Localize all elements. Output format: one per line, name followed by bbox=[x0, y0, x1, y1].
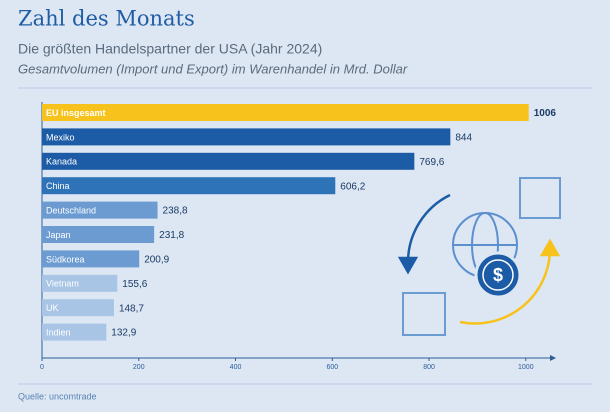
bar bbox=[42, 299, 114, 317]
bar bbox=[42, 152, 415, 170]
bar bbox=[42, 201, 158, 219]
category-label: Kanada bbox=[46, 157, 77, 167]
value-label: 844 bbox=[455, 133, 472, 144]
category-label: Japan bbox=[46, 230, 71, 240]
x-tick-label: 200 bbox=[133, 364, 145, 371]
subtitle: Gesamtvolumen (Import und Export) im War… bbox=[18, 61, 408, 76]
value-label: 238,8 bbox=[163, 206, 188, 217]
bar bbox=[42, 128, 451, 146]
trade-icon bbox=[397, 177, 561, 336]
value-label: 769,6 bbox=[419, 157, 444, 168]
category-label: Südkorea bbox=[46, 254, 85, 264]
axis-arrow bbox=[550, 355, 556, 361]
category-label: EU insgesamt bbox=[46, 108, 106, 118]
subtitle: Die größten Handelspartner der USA (Jahr… bbox=[18, 41, 322, 57]
value-label: 231,8 bbox=[159, 230, 184, 241]
x-tick-label: 0 bbox=[40, 364, 44, 371]
x-tick-label: 600 bbox=[326, 364, 338, 371]
source: Quelle: uncomtrade bbox=[18, 391, 97, 401]
category-label: UK bbox=[46, 303, 59, 313]
bar bbox=[42, 104, 529, 121]
bar bbox=[42, 274, 118, 292]
value-label: 1006 bbox=[534, 108, 557, 119]
category-label: Indien bbox=[46, 327, 71, 337]
dollar-icon: $ bbox=[493, 265, 503, 285]
x-tick-label: 400 bbox=[230, 364, 242, 371]
bar bbox=[42, 250, 140, 268]
value-label: 155,6 bbox=[122, 279, 147, 290]
category-label: Vietnam bbox=[46, 279, 79, 289]
category-label: China bbox=[46, 181, 70, 191]
chart-title: Zahl des Monats bbox=[18, 7, 195, 31]
value-label: 148,7 bbox=[119, 303, 144, 314]
category-label: Deutschland bbox=[46, 205, 96, 215]
value-label: 200,9 bbox=[144, 255, 169, 266]
bar bbox=[42, 226, 155, 243]
value-label: 132,9 bbox=[111, 328, 136, 339]
category-label: Mexiko bbox=[46, 132, 75, 142]
bar bbox=[42, 323, 107, 341]
x-tick-label: 800 bbox=[423, 364, 435, 371]
value-label: 606,2 bbox=[340, 181, 365, 192]
bar bbox=[42, 177, 336, 195]
x-tick-label: 1000 bbox=[518, 364, 534, 371]
